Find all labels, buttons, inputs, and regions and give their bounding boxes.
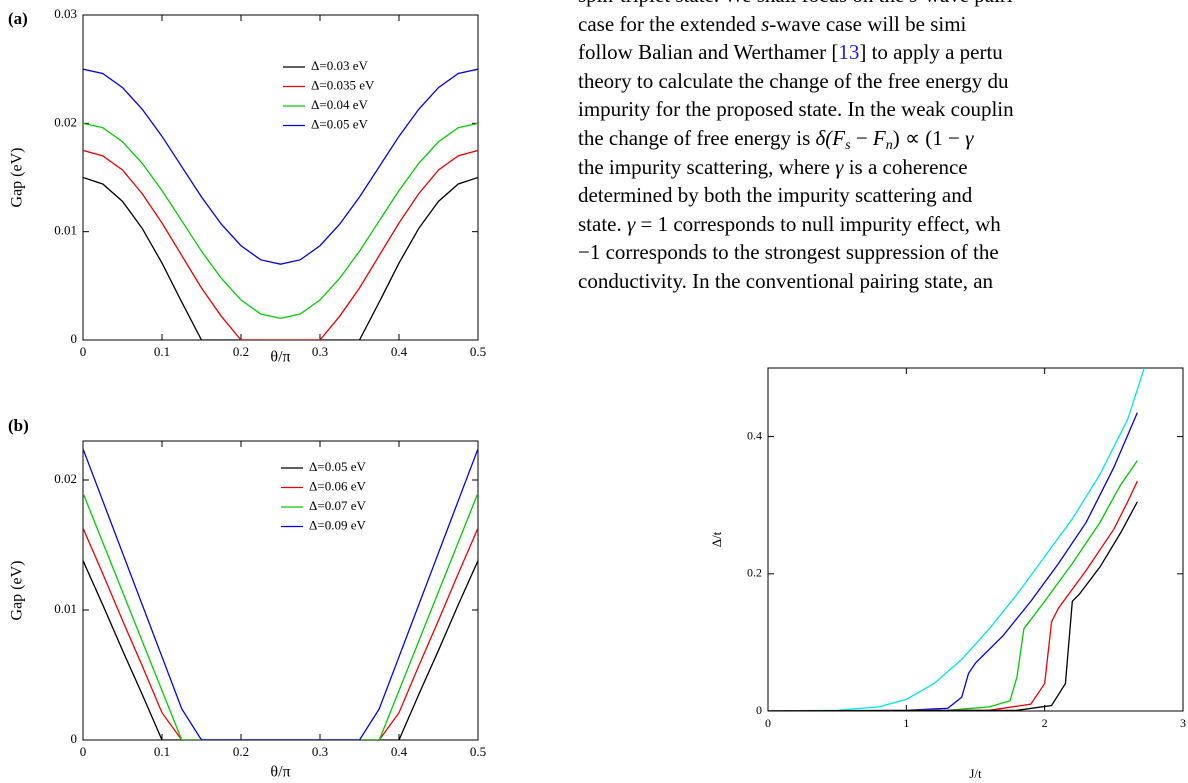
x-tick-label: 0.3	[312, 344, 328, 359]
series-line	[768, 501, 1138, 711]
x-axis-label: J/t	[969, 766, 982, 781]
text-line: case for the extended s-wave case will b…	[578, 10, 966, 38]
text-segment: −1 corresponds to the strongest suppress…	[578, 240, 999, 265]
x-tick-label: 2	[1042, 716, 1048, 730]
y-tick-label: 0.2	[747, 566, 762, 580]
y-tick-label: 0	[71, 331, 78, 346]
plot-frame	[767, 367, 1184, 712]
y-axis-label: Gap (eV)	[9, 561, 26, 621]
series-line	[768, 460, 1138, 711]
y-tick-label: 0.02	[54, 114, 77, 129]
x-tick-label: 0.2	[233, 344, 249, 359]
x-tick-label: 0.4	[391, 344, 408, 359]
text-line: follow Balian and Werthamer [13] to appl…	[578, 38, 1003, 66]
legend-label: Δ=0.035 eV	[311, 77, 375, 92]
x-tick-label: 0.2	[233, 744, 249, 759]
text-segment: n	[885, 138, 893, 153]
y-axis-label: Δ/t	[709, 531, 724, 547]
text-segment: ) ∝ (1 −	[892, 126, 966, 150]
legend-label: Δ=0.09 eV	[309, 517, 366, 532]
text-segment: conductivity. In the conventional pairin…	[578, 269, 994, 293]
y-tick-label: 0.4	[747, 428, 762, 442]
text-line: theory to calculate the change of the fr…	[578, 67, 1009, 95]
text-segment: γ	[835, 154, 844, 179]
y-tick-label: 0.01	[54, 601, 77, 616]
series-line	[768, 480, 1138, 711]
x-tick-label: 1	[903, 716, 909, 730]
legend-label: Δ=0.04 eV	[311, 97, 368, 112]
x-tick-label: 3	[1180, 716, 1186, 730]
series-line	[768, 368, 1145, 711]
series-line	[768, 412, 1138, 711]
y-tick-label: 0.03	[54, 6, 77, 21]
x-tick-label: 0.5	[470, 744, 486, 759]
legend-label: Δ=0.05 eV	[311, 116, 368, 131]
body-text: spin-triplet state. We shall focus on th…	[578, 0, 1188, 300]
text-segment: s	[761, 11, 770, 36]
text-line: the change of free energy is δ(Fs − Fn) …	[578, 124, 973, 160]
y-tick-label: 0.01	[54, 223, 77, 238]
legend-label: Δ=0.06 eV	[309, 478, 366, 493]
text-segment: s	[845, 138, 851, 153]
text-segment: the impurity scattering, where	[578, 154, 836, 179]
y-tick-label: 0	[756, 703, 762, 717]
text-segment: γ	[965, 126, 974, 150]
text-segment: ] to apply a pertu	[859, 40, 1003, 65]
text-segment: F	[872, 126, 886, 150]
x-tick-label: 0.1	[154, 744, 170, 759]
text-line: spin-triplet state. We shall focus on th…	[578, 0, 1013, 9]
series-line	[83, 122, 478, 319]
legend-label: Δ=0.05 eV	[309, 459, 366, 474]
series-line	[83, 68, 478, 265]
text-segment: -wave case will be simi	[769, 11, 967, 36]
text-segment[interactable]: 13	[838, 40, 860, 65]
series-line	[83, 176, 478, 340]
text-segment: state.	[578, 211, 627, 236]
text-segment: s	[910, 0, 918, 7]
x-tick-label: 0.1	[154, 344, 170, 359]
x-tick-label: 0.5	[470, 344, 486, 359]
text-line: the impurity scattering, where γ is a co…	[578, 153, 968, 181]
x-axis-label: θ/π	[270, 349, 290, 366]
text-line: −1 corresponds to the strongest suppress…	[578, 238, 999, 266]
text-segment: δ(F	[815, 126, 846, 150]
series-line	[83, 448, 478, 740]
text-segment: spin-triplet state. We shall focus on th…	[578, 0, 910, 7]
text-segment: determined by both the impurity scatteri…	[578, 183, 973, 208]
x-tick-label: 0	[80, 744, 87, 759]
text-segment: is a coherence	[843, 154, 968, 179]
text-line: state. γ = 1 corresponds to null impurit…	[578, 210, 1001, 238]
text-segment: case for the extended	[578, 11, 762, 36]
y-tick-label: 0.02	[54, 471, 77, 486]
text-segment: the change of free energy is	[578, 126, 816, 150]
legend-label: Δ=0.07 eV	[309, 498, 366, 513]
text-segment: impurity for the proposed state. In the …	[578, 97, 1014, 122]
text-segment: follow Balian and Werthamer [	[578, 40, 839, 65]
text-segment: -wave pairi	[918, 0, 1013, 7]
series-line	[83, 527, 478, 740]
text-line: conductivity. In the conventional pairin…	[578, 267, 993, 295]
x-tick-label: 0.4	[391, 744, 408, 759]
series-line	[83, 560, 478, 740]
x-tick-label: 0.3	[312, 744, 328, 759]
series-line	[83, 149, 478, 340]
text-line: impurity for the proposed state. In the …	[578, 95, 1014, 123]
legend-label: Δ=0.03 eV	[311, 58, 368, 73]
y-axis-label: Gap (eV)	[9, 148, 26, 208]
text-segment: theory to calculate the change of the fr…	[578, 68, 1009, 93]
plot-frame	[82, 14, 479, 341]
series-line	[83, 492, 478, 740]
panel-label: (a)	[8, 9, 28, 28]
x-tick-label: 0	[80, 344, 87, 359]
text-segment: = 1 corresponds to null impurity effect,…	[635, 211, 1001, 236]
y-tick-label: 0	[71, 731, 78, 746]
x-tick-label: 0	[765, 716, 771, 730]
x-axis-label: θ/π	[270, 764, 290, 781]
text-line: determined by both the impurity scatteri…	[578, 181, 972, 209]
panel-label: (b)	[8, 416, 29, 435]
text-segment: γ	[626, 211, 636, 236]
text-segment: −	[850, 126, 873, 150]
